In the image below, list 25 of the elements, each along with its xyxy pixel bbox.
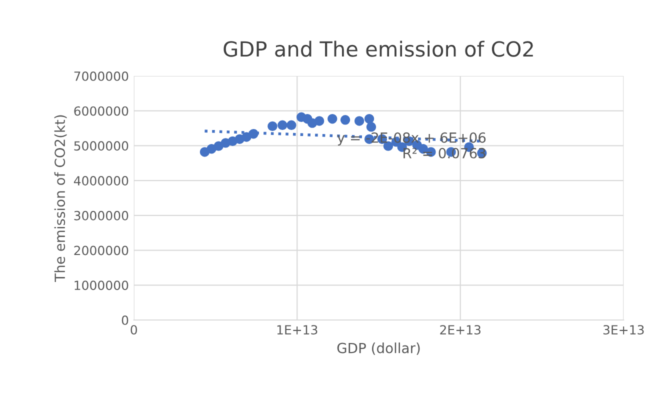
point <box>248 129 258 139</box>
x-tick-label: 1E+13 <box>277 325 318 335</box>
point <box>268 121 278 132</box>
point <box>328 114 338 124</box>
y-tick-label: 3000000 <box>74 210 128 220</box>
y-tick-label: 1000000 <box>74 280 128 290</box>
x-tick-label: 2E+13 <box>440 325 480 335</box>
point <box>340 115 350 125</box>
x-tick-label: 3E+13 <box>603 325 644 335</box>
y-tick-label: 0 <box>122 315 128 325</box>
point <box>364 114 374 124</box>
point <box>314 116 324 126</box>
y-tick-label: 4000000 <box>74 176 128 186</box>
point <box>366 122 376 132</box>
y-tick-label: 2000000 <box>74 246 128 256</box>
point <box>278 120 288 130</box>
y-tick-label: 6000000 <box>74 106 128 116</box>
x-axis-title: GDP (dollar) <box>337 342 420 355</box>
point <box>354 116 364 126</box>
y-tick-label: 7000000 <box>74 71 128 81</box>
y-axis-title: The emission of CO2(kt) <box>54 115 67 282</box>
point <box>286 120 296 130</box>
x-tick-label: 0 <box>130 325 138 335</box>
chart-title: GDP and The emission of CO2 <box>224 40 533 57</box>
y-tick-label: 5000000 <box>74 141 128 151</box>
